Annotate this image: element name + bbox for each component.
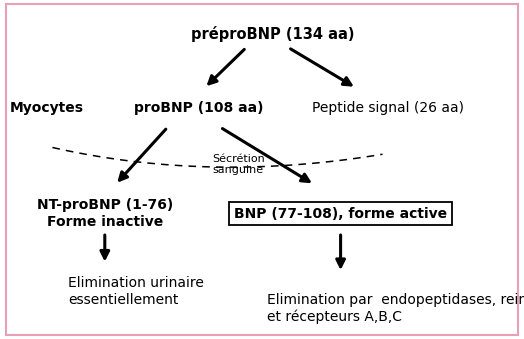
Text: Peptide signal (26 aa): Peptide signal (26 aa) [312, 101, 464, 116]
Text: proBNP (108 aa): proBNP (108 aa) [134, 101, 264, 116]
Text: Sécrétion
sanguine: Sécrétion sanguine [212, 154, 265, 175]
Text: préproBNP (134 aa): préproBNP (134 aa) [191, 26, 354, 42]
Text: NT-proBNP (1-76)
Forme inactive: NT-proBNP (1-76) Forme inactive [37, 198, 173, 229]
Text: Elimination par  endopeptidases, rein
et récepteurs A,B,C: Elimination par endopeptidases, rein et … [267, 293, 524, 324]
Text: BNP (77-108), forme active: BNP (77-108), forme active [234, 206, 447, 221]
Text: Myocytes: Myocytes [10, 101, 84, 116]
Text: Elimination urinaire
essentiellement: Elimination urinaire essentiellement [68, 276, 204, 307]
